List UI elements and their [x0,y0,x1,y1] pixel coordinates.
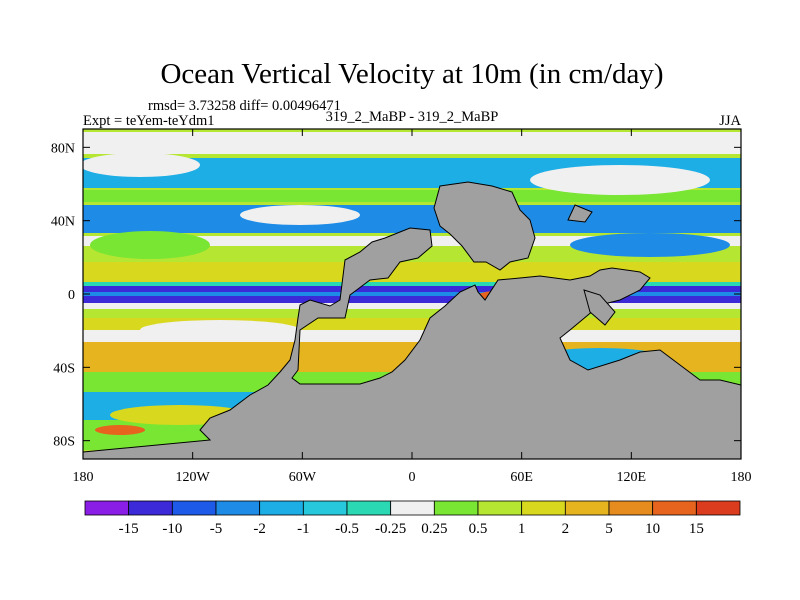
band [83,296,741,303]
colorbar-label: 1 [518,521,526,537]
stats-text: rmsd= 3.73258 diff= 0.00496471 [148,98,341,114]
band [83,303,741,309]
colorbar-label: -2 [253,521,266,537]
contour-field [83,129,741,459]
colorbar-label: 10 [645,521,660,537]
band [83,262,741,282]
land [583,289,616,326]
x-tick-label: 120E [617,470,647,485]
x-tick-label: 60E [510,470,533,485]
y-tick-label: 80N [51,141,75,156]
colorbar-swatch [521,500,566,516]
land [83,227,741,459]
y-tick-label: 80S [53,435,75,450]
case-text: 319_2_MaBP - 319_2_MaBP [326,109,499,125]
anomaly [90,231,210,259]
anomaly [95,425,145,435]
colorbar-label: 0.5 [469,521,488,537]
x-tick-label: 60W [289,470,317,485]
plot-area: 180 120W 60W 0 60E 120E 180 80N 40N 0 40S 80S [51,128,752,485]
colorbar-swatch [652,500,697,516]
colorbar-label: -5 [210,521,223,537]
colorbar-swatch [215,500,261,516]
anomaly [240,205,360,225]
colorbar-label: 2 [562,521,570,537]
colorbar-swatch [433,500,479,516]
y-tick-label: 40S [53,361,75,376]
colorbar-swatch [608,500,654,516]
colorbar-swatch [695,500,741,516]
chart-title: Ocean Vertical Velocity at 10m (in cm/da… [160,58,663,90]
band [83,132,741,154]
land [433,181,536,271]
colorbar-label: -0.5 [335,521,359,537]
colorbar-label: -1 [297,521,310,537]
anomaly [140,320,300,340]
colorbar-label: 0.25 [421,521,447,537]
colorbar-swatch [128,500,173,516]
colorbar-label: -10 [162,521,182,537]
anomaly [83,153,200,177]
band [83,282,741,286]
anomaly [570,233,730,257]
anomaly [530,165,710,195]
colorbar-swatch [302,500,348,516]
y-tick-label: 40N [51,215,75,230]
x-tick-label: 180 [73,470,94,485]
experiment-text: Expt = teYem-teYdm1 [83,113,215,129]
colorbar-swatch [346,500,392,516]
x-tick-label: 180 [731,470,752,485]
season-label: JJA [719,113,741,129]
colorbar-swatch [390,500,435,516]
colorbar-swatch [171,500,217,516]
colorbar-swatch [477,500,523,516]
y-tick-label: 0 [68,288,75,303]
colorbar: -15 -10 -5 -2 -1 -0.5 -0.25 0.25 0.5 1 2 5 10 15 [84,500,741,537]
x-tick-label: 0 [409,470,416,485]
colorbar-label: 5 [605,521,613,537]
colorbar-label: 15 [689,521,704,537]
colorbar-swatch [259,500,304,516]
band [83,286,741,292]
band [83,292,741,296]
colorbar-label: -0.25 [375,521,406,537]
land [567,204,593,223]
axis-ticks: 180 120W 60W 0 60E 120E 180 80N 40N 0 40S 80S [51,129,752,485]
colorbar-label: -15 [119,521,139,537]
colorbar-swatch [84,500,130,516]
x-tick-label: 120W [176,470,211,485]
colorbar-swatch [564,500,610,516]
